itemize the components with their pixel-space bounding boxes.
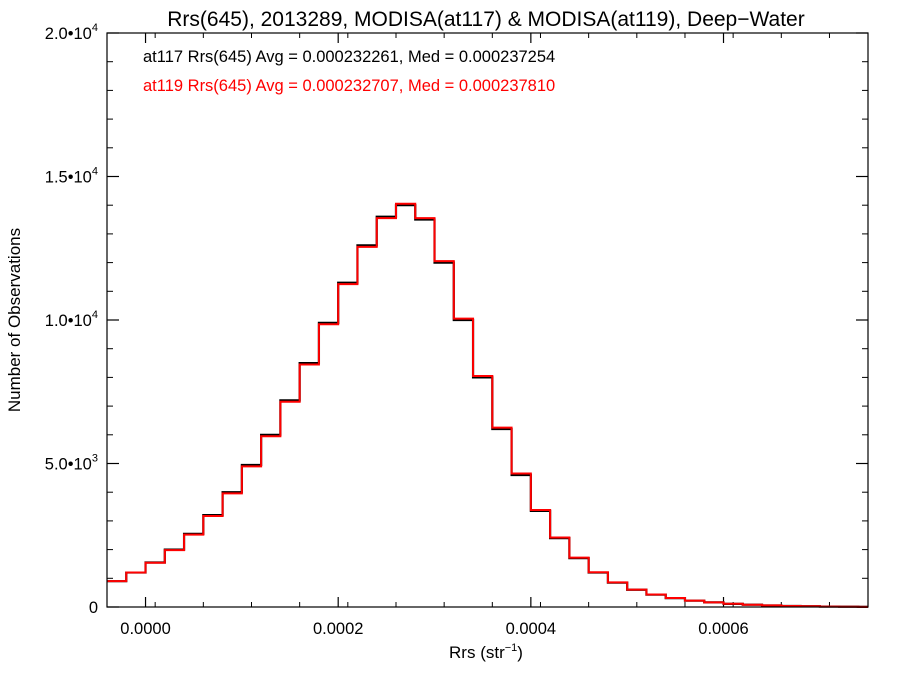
x-axis: 0.0000 0.0002 0.0004 0.0006 xyxy=(106,33,830,638)
chart-title: Rrs(645), 2013289, MODISA(at117) & MODIS… xyxy=(167,8,804,31)
y-tick-label-3: 1.5•104 xyxy=(45,166,98,187)
plot-frame xyxy=(106,32,869,608)
y-tick-label-2: 1.0•104 xyxy=(45,309,98,330)
x-tick-label-1: 0.0002 xyxy=(313,620,363,638)
series-group xyxy=(107,202,868,608)
y-tick-label-0: 0 xyxy=(89,599,98,617)
series-label-at119: at119 Rrs(645) Avg = 0.000232707, Med = … xyxy=(143,77,555,95)
x-tick-label-3: 0.0006 xyxy=(698,620,748,638)
y-axis-label: Number of Observations xyxy=(5,228,24,412)
y-axis: 0 5.0•103 1.0•104 1.5•104 2.0•104 xyxy=(45,22,868,617)
series-label-at117: at117 Rrs(645) Avg = 0.000232261, Med = … xyxy=(143,48,555,66)
series-line-at119 xyxy=(107,202,868,608)
y-tick-label-4: 2.0•104 xyxy=(45,22,98,43)
y-tick-label-1: 5.0•103 xyxy=(45,453,98,474)
x-tick-label-0: 0.0000 xyxy=(120,620,170,638)
x-tick-label-2: 0.0004 xyxy=(506,620,556,638)
x-axis-label: Rrs (str−1) xyxy=(449,642,523,662)
